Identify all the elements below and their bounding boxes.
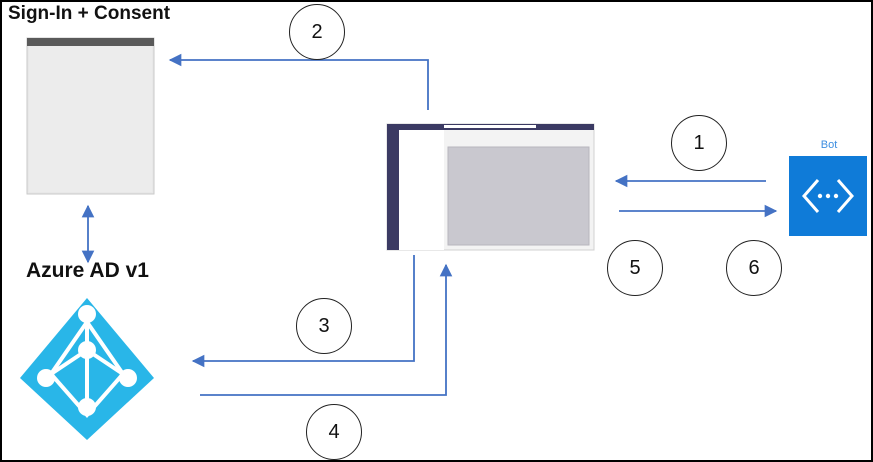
step-5-badge: 5 <box>607 240 663 296</box>
bot-service-icon <box>789 156 867 236</box>
signin-consent-title: Sign-In + Consent <box>8 3 171 24</box>
azure-ad-title: Azure AD v1 <box>26 259 149 282</box>
teams-client-window-icon <box>386 123 595 251</box>
step-4-badge: 4 <box>306 404 362 460</box>
arrow-step-3 <box>191 255 415 368</box>
step-3-badge: 3 <box>296 298 352 354</box>
step-1-badge: 1 <box>671 115 727 171</box>
browser-window-icon <box>26 37 155 195</box>
step-6-badge: 6 <box>726 240 782 296</box>
bot-label: Bot <box>820 139 838 151</box>
step-2-badge: 2 <box>289 4 345 60</box>
arrow-step-2 <box>168 53 429 110</box>
arrow-step-4 <box>200 263 453 396</box>
azure-ad-pyramid-icon <box>20 298 154 440</box>
